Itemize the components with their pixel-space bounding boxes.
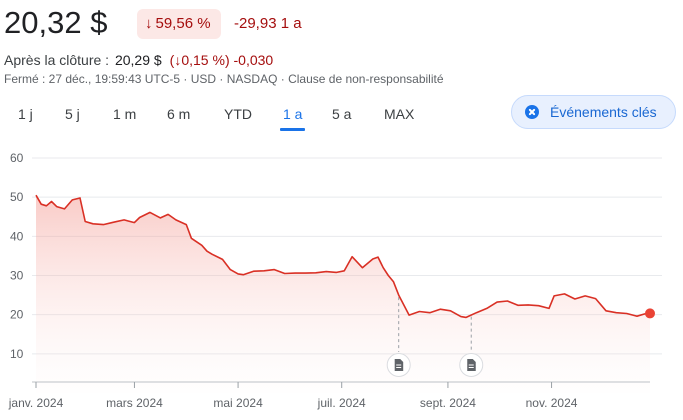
- y-axis-label: 60: [10, 151, 24, 165]
- range-5-years[interactable]: 5 a: [332, 106, 352, 122]
- document-icon: [467, 359, 476, 371]
- key-events-button[interactable]: Événements clés: [511, 95, 676, 129]
- close-circle-icon: [525, 105, 539, 119]
- after-hours-change: (↓0,15 %): [169, 52, 230, 68]
- range-5-days[interactable]: 5 j: [65, 106, 80, 122]
- document-icon: [394, 359, 404, 371]
- range-ytd[interactable]: YTD: [224, 106, 252, 122]
- x-axis-label: juil. 2024: [317, 396, 366, 410]
- current-price-dot: [645, 308, 655, 319]
- y-axis-label: 10: [10, 347, 24, 361]
- change-absolute: -29,93 1 a: [234, 15, 302, 32]
- price-chart[interactable]: 10 20 30 40 50 60 janv. 2024 mars 2024 mai 2024 j…: [0, 140, 683, 420]
- after-hours-absolute: -0,030: [233, 52, 274, 68]
- range-6-months[interactable]: 6 m: [167, 106, 191, 122]
- price-line: [35, 194, 651, 319]
- after-hours-label: Après la clôture :: [4, 52, 110, 68]
- x-axis-label: nov. 2024: [526, 396, 578, 410]
- event-marker[interactable]: [459, 353, 484, 377]
- change-percent-badge: ↓ 59,56 %: [137, 9, 221, 39]
- after-hours-row: Après la clôture : 20,29 $ (↓0,15 %) -0,0…: [4, 50, 273, 70]
- y-axis-label: 30: [10, 269, 24, 283]
- after-hours-percent: 0,15 %: [181, 52, 225, 68]
- key-events-label: Événements clés: [550, 104, 657, 120]
- range-1-month[interactable]: 1 m: [113, 106, 137, 122]
- range-1-day[interactable]: 1 j: [18, 106, 33, 122]
- range-max[interactable]: MAX: [384, 106, 415, 122]
- x-axis-label: sept. 2024: [420, 396, 476, 410]
- price-area-fill: [36, 195, 650, 393]
- market-closed-info: Fermé : 27 déc., 19:59:43 UTC-5 · USD · …: [4, 72, 444, 86]
- change-percent-value: 59,56 %: [155, 15, 211, 32]
- stock-price: 20,32 $: [4, 5, 108, 40]
- arrow-down-icon: ↓: [174, 52, 182, 68]
- after-hours-price: 20,29 $: [114, 52, 162, 68]
- event-marker[interactable]: [386, 353, 411, 377]
- y-axis-label: 40: [10, 229, 24, 243]
- arrow-down-icon: ↓: [145, 15, 153, 32]
- x-axis-label: mars 2024: [106, 396, 163, 410]
- y-axis-label: 50: [10, 190, 24, 204]
- y-axis-label: 20: [10, 308, 24, 322]
- x-axis-label: janv. 2024: [8, 396, 64, 410]
- range-1-year[interactable]: 1 a: [279, 106, 307, 131]
- x-axis-label: mai 2024: [213, 396, 263, 410]
